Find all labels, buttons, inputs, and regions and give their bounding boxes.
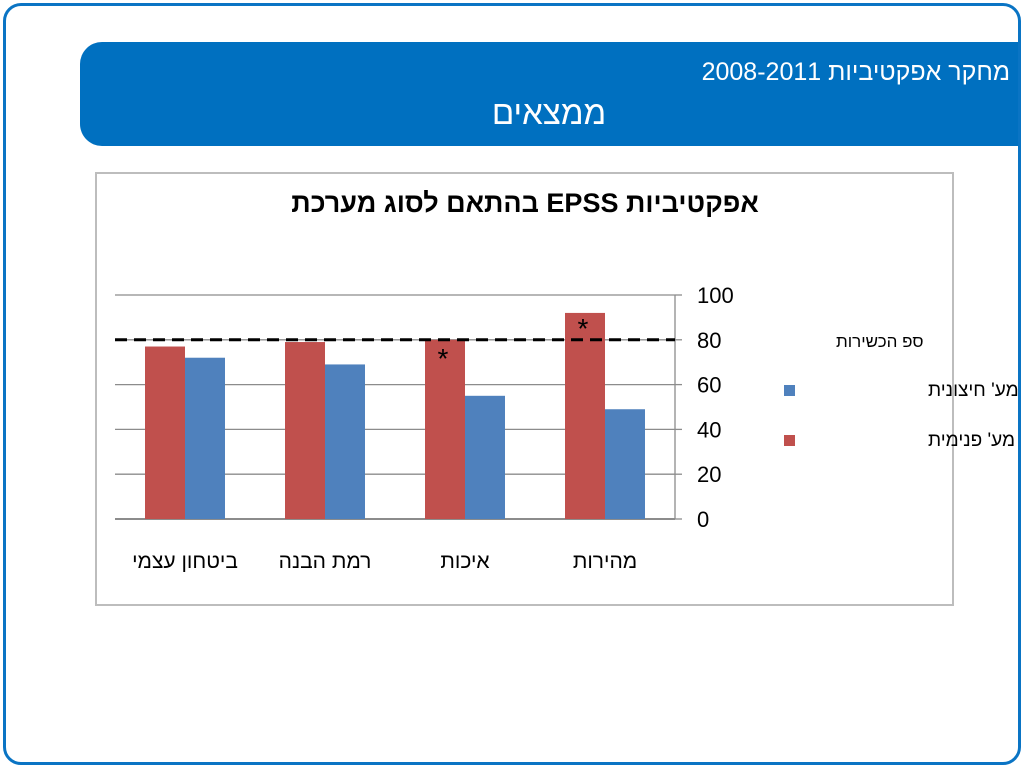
bar-internal: [565, 312, 605, 519]
y-tick-label: 0: [697, 507, 709, 532]
threshold-label: ספ הכשירות: [836, 332, 924, 351]
bar-external: [605, 409, 645, 519]
x-tick-label: רמת הבנה: [279, 550, 372, 573]
x-tick-label: ביטחון עצמי: [132, 550, 238, 573]
y-tick-label: 40: [697, 417, 721, 442]
bar-internal: [425, 339, 465, 519]
y-tick-label: 80: [697, 328, 721, 353]
slide-frame: [3, 3, 1021, 765]
bar-external: [465, 395, 505, 519]
legend-swatch: [784, 385, 795, 396]
chart-title: אפקטיביות EPSS בהתאם לסוג מערכת: [291, 188, 759, 218]
slide-subtitle: מחקר אפקטיביות 2008-2011: [701, 58, 1010, 86]
legend-swatch: [784, 435, 795, 446]
significance-asterisk: *: [578, 313, 589, 344]
y-tick-label: 100: [697, 283, 734, 308]
x-tick-label: איכות: [440, 550, 489, 573]
significance-asterisk: *: [438, 343, 449, 374]
legend-label: מע' חיצונית: [928, 380, 1019, 401]
slide-header: מחקר אפקטיביות 2008-2011 ממצאים: [80, 42, 1018, 146]
y-tick-label: 60: [697, 373, 721, 398]
bar-internal: [285, 342, 325, 519]
bar-external: [325, 364, 365, 519]
y-tick-label: 20: [697, 462, 721, 487]
chart-container: [95, 172, 954, 606]
legend-label: מע' פנימית: [928, 430, 1015, 451]
bar-internal: [145, 346, 185, 519]
x-tick-label: מהירות: [573, 550, 637, 573]
slide-title: ממצאים: [491, 94, 607, 131]
bar-external: [185, 357, 225, 519]
